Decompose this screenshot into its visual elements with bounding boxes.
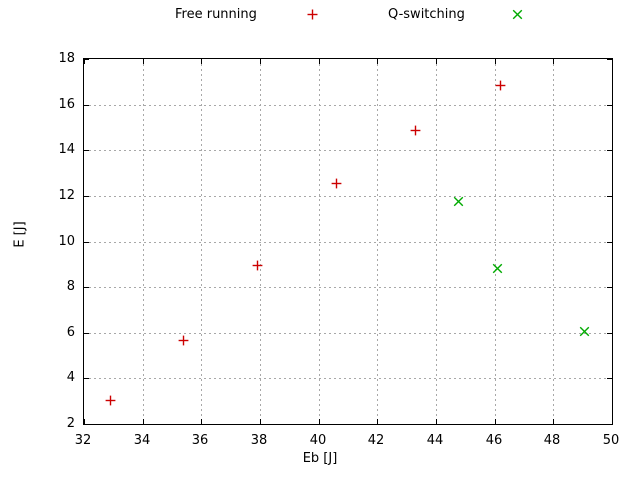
gridline-horizontal [84,378,612,379]
y-tick-left [84,105,89,106]
x-tick-top [84,59,85,64]
legend: Free running Q-switching [0,0,640,28]
legend-label-free-running: Free running [175,6,257,22]
plot-area [83,58,613,425]
y-tick-left [84,378,89,379]
data-point-plus-marker [105,395,116,406]
legend-entry-q-switching: Q-switching [388,0,465,28]
x-tick-label: 32 [74,433,92,448]
x-tick-bottom [143,419,144,424]
x-tick-bottom [553,419,554,424]
y-tick-right [607,287,612,288]
y-tick-left [84,333,89,334]
y-tick-right [607,196,612,197]
data-points-layer [84,59,612,424]
y-tick-right [607,150,612,151]
gridline-horizontal [84,150,612,151]
legend-entry-free-running: Free running [175,0,257,28]
cross-marker-icon [508,0,526,28]
data-point-cross-marker [453,196,464,207]
gridline-horizontal [84,242,612,243]
x-tick-top [319,59,320,64]
data-point-plus-marker [178,335,189,346]
x-axis-label: Eb [J] [302,451,338,466]
gridline-horizontal [84,333,612,334]
gridline-vertical [377,59,378,424]
gridline-horizontal [84,287,612,288]
y-tick-label: 4 [66,370,75,385]
data-point-plus-marker [331,178,342,189]
gridline-horizontal [84,105,612,106]
y-tick-label: 6 [66,325,75,340]
x-tick-bottom [436,419,437,424]
plus-marker-icon [303,0,321,28]
data-point-plus-marker [410,125,421,136]
y-axis-label: E [J] [12,221,28,248]
x-tick-label: 38 [250,433,268,448]
x-tick-label: 42 [367,433,385,448]
data-point-cross-marker [579,326,590,337]
y-tick-label: 2 [66,416,75,431]
y-tick-left [84,287,89,288]
gridline-vertical [436,59,437,424]
y-tick-right [607,105,612,106]
x-tick-label: 48 [543,433,561,448]
gridline-vertical [201,59,202,424]
x-tick-bottom [495,419,496,424]
legend-label-q-switching: Q-switching [388,6,465,22]
y-tick-label: 18 [58,51,75,66]
x-tick-top [377,59,378,64]
x-tick-bottom [84,419,85,424]
gridline-vertical [319,59,320,424]
x-tick-top [553,59,554,64]
x-tick-top [201,59,202,64]
x-tick-label: 36 [191,433,209,448]
x-tick-bottom [612,419,613,424]
x-tick-top [495,59,496,64]
gridlines [84,59,612,424]
gridline-vertical [495,59,496,424]
y-tick-right [607,378,612,379]
y-tick-label: 12 [58,188,75,203]
gridline-vertical [143,59,144,424]
y-tick-left [84,196,89,197]
y-tick-label: 10 [58,234,75,249]
y-tick-right [607,424,612,425]
y-tick-label: 8 [66,279,75,294]
y-tick-right [607,333,612,334]
x-tick-label: 40 [309,433,327,448]
gridline-vertical [553,59,554,424]
y-tick-left [84,150,89,151]
y-tick-right [607,242,612,243]
x-tick-bottom [201,419,202,424]
x-tick-label: 44 [426,433,444,448]
data-point-cross-marker [492,263,503,274]
y-tick-label: 16 [58,97,75,112]
x-tick-bottom [377,419,378,424]
gridline-horizontal [84,196,612,197]
data-point-plus-marker [495,80,506,91]
x-tick-bottom [319,419,320,424]
x-tick-label: 50 [602,433,620,448]
x-tick-label: 46 [485,433,503,448]
x-tick-bottom [260,419,261,424]
x-tick-label: 34 [133,433,151,448]
y-tick-right [607,59,612,60]
x-tick-top [260,59,261,64]
gridline-vertical [260,59,261,424]
x-tick-top [143,59,144,64]
y-tick-left [84,424,89,425]
x-tick-top [436,59,437,64]
x-tick-top [612,59,613,64]
y-tick-left [84,242,89,243]
data-point-plus-marker [252,260,263,271]
y-tick-left [84,59,89,60]
y-tick-label: 14 [58,142,75,157]
